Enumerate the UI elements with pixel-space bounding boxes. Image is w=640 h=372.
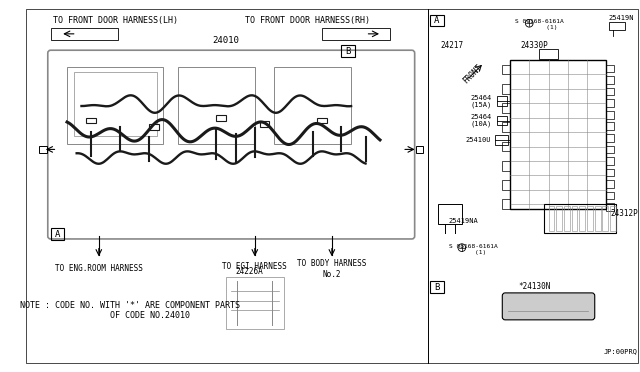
- Bar: [564, 206, 570, 231]
- Bar: [502, 65, 510, 74]
- Bar: [539, 49, 558, 59]
- Bar: [606, 65, 614, 73]
- Text: TO FRONT DOOR HARNESS(RH): TO FRONT DOOR HARNESS(RH): [245, 16, 371, 25]
- Bar: [606, 169, 614, 176]
- Bar: [39, 145, 47, 153]
- Text: 24010: 24010: [212, 36, 239, 45]
- Text: 24217: 24217: [441, 41, 464, 50]
- Text: TO BODY HARNESS
No.2: TO BODY HARNESS No.2: [297, 259, 367, 279]
- Bar: [226, 276, 284, 330]
- Text: B: B: [434, 283, 440, 292]
- Text: TO ENG.ROOM HARNESS: TO ENG.ROOM HARNESS: [55, 264, 143, 273]
- Bar: [572, 206, 577, 231]
- Bar: [317, 118, 327, 124]
- Bar: [502, 103, 510, 113]
- Text: 24226A: 24226A: [235, 267, 263, 276]
- Bar: [502, 142, 510, 151]
- Bar: [67, 67, 163, 144]
- Bar: [51, 28, 118, 40]
- Bar: [216, 115, 226, 121]
- Bar: [606, 99, 614, 107]
- Bar: [274, 67, 351, 144]
- Bar: [606, 203, 614, 211]
- Bar: [342, 45, 355, 57]
- Bar: [606, 134, 614, 142]
- Bar: [497, 116, 507, 125]
- FancyBboxPatch shape: [48, 50, 415, 239]
- Bar: [502, 161, 510, 171]
- Text: S 09168-6161A
       (1): S 09168-6161A (1): [515, 19, 563, 30]
- Bar: [502, 199, 510, 209]
- Text: 25464
(10A): 25464 (10A): [470, 114, 492, 127]
- Bar: [74, 73, 157, 136]
- Bar: [606, 157, 614, 165]
- Bar: [502, 84, 510, 93]
- Bar: [86, 118, 96, 124]
- Bar: [606, 111, 614, 119]
- Bar: [260, 122, 269, 127]
- Bar: [438, 204, 462, 224]
- Bar: [548, 206, 554, 231]
- Bar: [556, 206, 562, 231]
- Text: A: A: [434, 16, 440, 25]
- Text: 25464
(15A): 25464 (15A): [470, 94, 492, 108]
- Text: FRONT: FRONT: [461, 63, 484, 86]
- Bar: [149, 124, 159, 130]
- Bar: [606, 192, 614, 199]
- Bar: [497, 96, 507, 106]
- Bar: [595, 206, 600, 231]
- FancyBboxPatch shape: [502, 293, 595, 320]
- Bar: [606, 145, 614, 153]
- Text: 24312P: 24312P: [611, 209, 639, 218]
- Bar: [609, 22, 625, 30]
- Bar: [510, 60, 606, 209]
- Text: TO FRONT DOOR HARNESS(LH): TO FRONT DOOR HARNESS(LH): [52, 16, 178, 25]
- Bar: [579, 206, 585, 231]
- Text: B: B: [346, 46, 351, 56]
- Bar: [606, 122, 614, 130]
- Bar: [610, 206, 616, 231]
- Text: 25419N: 25419N: [608, 16, 634, 22]
- Bar: [51, 228, 64, 240]
- Bar: [606, 180, 614, 188]
- Bar: [606, 76, 614, 84]
- Text: 25410U: 25410U: [465, 137, 491, 143]
- Text: NOTE : CODE NO. WITH '*' ARE COMPONENT PARTS
        OF CODE NO.24010: NOTE : CODE NO. WITH '*' ARE COMPONENT P…: [20, 301, 239, 320]
- Bar: [606, 88, 614, 96]
- Text: S 08168-6161A
    (1): S 08168-6161A (1): [449, 244, 498, 255]
- Text: 24330P: 24330P: [520, 41, 548, 50]
- Bar: [178, 67, 255, 144]
- Text: *24130N: *24130N: [518, 282, 550, 291]
- Bar: [430, 15, 444, 26]
- Bar: [544, 204, 616, 233]
- Bar: [502, 180, 510, 190]
- Text: A: A: [54, 230, 60, 239]
- Text: TO EGI HARNESS: TO EGI HARNESS: [223, 262, 287, 272]
- Bar: [587, 206, 593, 231]
- Bar: [430, 281, 444, 293]
- Bar: [602, 206, 608, 231]
- Bar: [495, 135, 508, 145]
- Bar: [502, 122, 510, 132]
- Bar: [322, 28, 390, 40]
- Text: 25419NA: 25419NA: [449, 218, 479, 224]
- Bar: [415, 145, 423, 153]
- Text: JP:00PRQ: JP:00PRQ: [604, 349, 637, 355]
